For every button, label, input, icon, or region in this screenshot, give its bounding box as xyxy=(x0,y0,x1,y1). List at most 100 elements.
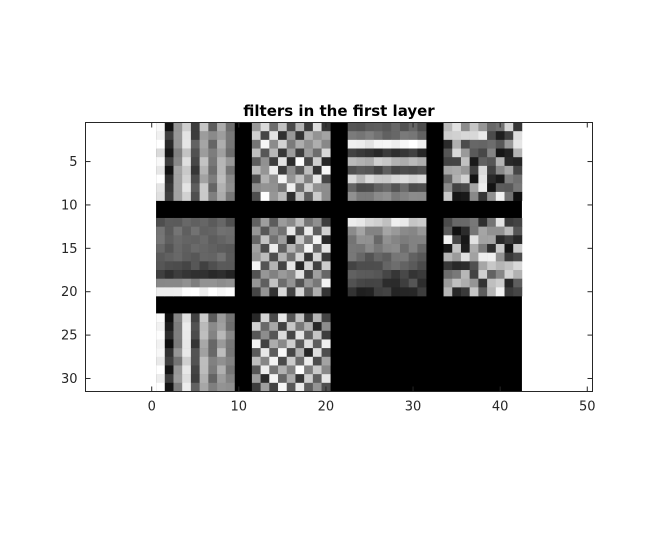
heatmap-cell xyxy=(391,278,401,288)
heatmap-cell xyxy=(460,252,470,262)
heatmap-cell xyxy=(182,374,192,384)
heatmap-cell xyxy=(182,330,192,340)
heatmap-cell xyxy=(190,365,200,375)
heatmap-cell xyxy=(164,252,174,262)
heatmap-cell xyxy=(182,348,192,358)
heatmap-cell xyxy=(408,243,418,253)
heatmap-cell xyxy=(417,217,427,227)
heatmap-cell xyxy=(365,191,375,201)
heatmap-cell xyxy=(478,174,488,184)
heatmap-cell xyxy=(495,278,505,288)
heatmap-cell xyxy=(156,252,166,262)
heatmap-cell xyxy=(251,157,261,167)
heatmap-cell xyxy=(452,287,462,297)
heatmap-cell xyxy=(164,356,174,366)
heatmap-cell xyxy=(373,252,383,262)
heatmap-cell xyxy=(373,261,383,271)
heatmap-cell xyxy=(208,348,218,358)
heatmap-cell xyxy=(208,356,218,366)
heatmap-cell xyxy=(225,270,235,279)
heatmap-cell xyxy=(504,157,514,167)
heatmap-cell xyxy=(304,339,314,349)
heatmap-cell xyxy=(452,148,462,158)
heatmap-cell xyxy=(173,339,183,349)
heatmap-cell xyxy=(190,226,200,236)
heatmap-cell xyxy=(156,330,166,340)
heatmap-cell xyxy=(260,131,270,141)
heatmap-cell xyxy=(295,322,305,332)
heatmap-cell xyxy=(190,374,200,384)
heatmap-cell xyxy=(173,382,183,392)
heatmap-cell xyxy=(408,217,418,227)
heatmap-cell xyxy=(495,157,505,167)
heatmap-cell xyxy=(173,183,183,193)
heatmap-cell xyxy=(399,287,409,297)
heatmap-cell xyxy=(251,235,261,245)
heatmap-cell xyxy=(469,243,479,253)
heatmap-cell xyxy=(408,183,418,193)
heatmap-cell xyxy=(312,365,322,375)
heatmap-cell xyxy=(156,278,166,288)
heatmap-cell xyxy=(347,183,357,193)
heatmap-cell xyxy=(199,348,209,358)
heatmap-cell xyxy=(321,174,331,184)
heatmap-cell xyxy=(295,252,305,262)
heatmap-cell xyxy=(225,226,235,236)
heatmap-cell xyxy=(278,270,288,279)
heatmap-cell xyxy=(225,339,235,349)
heatmap-cell xyxy=(164,278,174,288)
heatmap-cell xyxy=(478,287,488,297)
heatmap-cell xyxy=(443,183,453,193)
heatmap-cell xyxy=(251,365,261,375)
heatmap-cell xyxy=(269,356,279,366)
heatmap-cell xyxy=(478,122,488,132)
heatmap-cell xyxy=(513,235,523,245)
heatmap-cell xyxy=(173,270,183,279)
heatmap-cell xyxy=(399,278,409,288)
heatmap-cell xyxy=(399,226,409,236)
heatmap-cell xyxy=(312,252,322,262)
heatmap-cell xyxy=(173,348,183,358)
heatmap-cell xyxy=(278,148,288,158)
heatmap-cell xyxy=(365,165,375,175)
heatmap-cell xyxy=(321,287,331,297)
heatmap-cell xyxy=(164,235,174,245)
heatmap-cell xyxy=(295,183,305,193)
heatmap-cell xyxy=(347,165,357,175)
heatmap-cell xyxy=(452,183,462,193)
heatmap-cell xyxy=(356,261,366,271)
heatmap-cell xyxy=(487,287,497,297)
heatmap-cell xyxy=(356,165,366,175)
x-tick-label: 0 xyxy=(148,400,156,415)
heatmap-cell xyxy=(408,157,418,167)
heatmap-cell xyxy=(304,313,314,323)
heatmap-cell xyxy=(347,148,357,158)
heatmap-cell xyxy=(164,226,174,236)
heatmap-cell xyxy=(408,165,418,175)
heatmap-cell xyxy=(495,139,505,149)
heatmap-cell xyxy=(478,157,488,167)
heatmap-cell xyxy=(251,131,261,141)
heatmap-cell xyxy=(173,191,183,201)
heatmap-cell xyxy=(443,217,453,227)
heatmap-cell xyxy=(417,235,427,245)
heatmap-cell xyxy=(164,122,174,132)
heatmap-cell xyxy=(321,322,331,332)
heatmap-cell xyxy=(460,235,470,245)
heatmap-cell xyxy=(365,157,375,167)
heatmap-cell xyxy=(321,252,331,262)
heatmap-cell xyxy=(182,174,192,184)
heatmap-cell xyxy=(391,252,401,262)
heatmap-cell xyxy=(286,313,296,323)
heatmap-cell xyxy=(295,270,305,279)
heatmap-cell xyxy=(460,131,470,141)
heatmap-cell xyxy=(399,165,409,175)
heatmap-cell xyxy=(469,139,479,149)
heatmap-cell xyxy=(365,148,375,158)
heatmap-cell xyxy=(513,217,523,227)
heatmap-cell xyxy=(208,226,218,236)
heatmap-cell xyxy=(190,322,200,332)
heatmap-cell xyxy=(304,322,314,332)
heatmap-cell xyxy=(513,183,523,193)
